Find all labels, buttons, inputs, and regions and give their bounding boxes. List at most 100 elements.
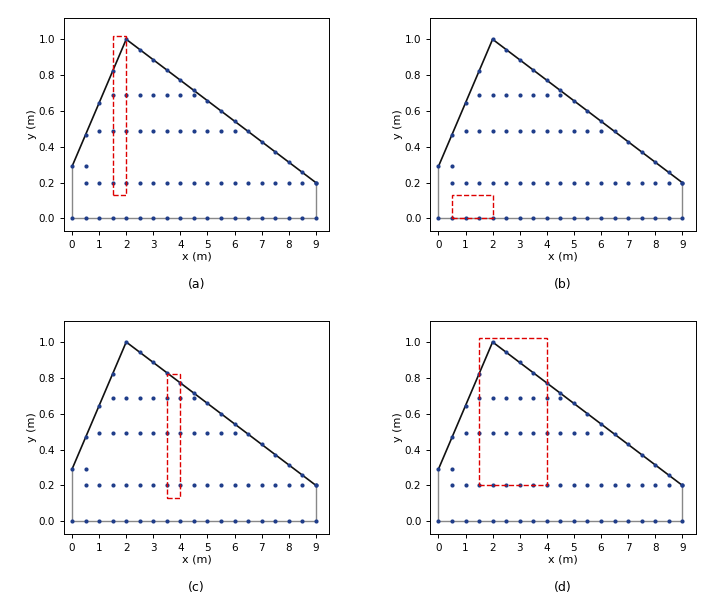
Point xyxy=(460,401,471,410)
Point xyxy=(283,178,295,187)
Point xyxy=(636,147,648,157)
Point xyxy=(202,178,213,187)
Point xyxy=(215,213,226,223)
Point xyxy=(595,213,606,223)
Point xyxy=(581,480,593,490)
Point xyxy=(148,126,159,135)
Point xyxy=(94,213,105,223)
Point xyxy=(256,178,268,187)
Point xyxy=(487,126,498,135)
Point xyxy=(229,126,240,135)
Point xyxy=(595,517,606,526)
Point xyxy=(188,429,200,438)
Point xyxy=(541,126,552,135)
Point xyxy=(256,439,268,449)
Point xyxy=(229,517,240,526)
Point xyxy=(460,517,471,526)
Point xyxy=(447,433,458,442)
Point xyxy=(242,480,253,490)
Point xyxy=(94,429,105,438)
Point xyxy=(474,480,485,490)
Point xyxy=(541,480,552,490)
Point xyxy=(134,480,146,490)
Point xyxy=(310,213,322,223)
Point xyxy=(636,213,648,223)
Point xyxy=(161,178,173,187)
Point xyxy=(188,86,200,95)
Bar xyxy=(167,374,180,498)
Point xyxy=(555,90,566,100)
Point xyxy=(663,480,674,490)
Point xyxy=(310,480,322,490)
Point xyxy=(175,517,186,526)
Point xyxy=(297,517,308,526)
Point xyxy=(650,213,661,223)
Point xyxy=(663,517,674,526)
Point xyxy=(80,480,92,490)
Point xyxy=(310,517,322,526)
Point xyxy=(134,347,146,357)
Point xyxy=(161,429,173,438)
Point xyxy=(460,178,471,187)
Bar xyxy=(113,36,126,195)
Point xyxy=(80,130,92,139)
Point xyxy=(283,460,295,470)
Point xyxy=(514,126,525,135)
Point xyxy=(663,178,674,187)
Point xyxy=(188,393,200,402)
Point xyxy=(175,75,186,85)
Point xyxy=(555,86,566,95)
Point xyxy=(677,517,688,526)
Point xyxy=(202,213,213,223)
Point xyxy=(80,464,92,474)
Point xyxy=(514,393,525,402)
Point xyxy=(528,90,539,100)
Point xyxy=(107,429,119,438)
Point xyxy=(609,127,621,136)
Point xyxy=(121,337,132,347)
Point xyxy=(623,213,634,223)
Point xyxy=(161,65,173,75)
Point xyxy=(94,480,105,490)
Point xyxy=(215,517,226,526)
Point xyxy=(636,517,648,526)
Point xyxy=(242,213,253,223)
X-axis label: x (m): x (m) xyxy=(548,251,578,262)
Point xyxy=(568,398,579,408)
Point xyxy=(636,178,648,187)
Point xyxy=(121,517,132,526)
Point xyxy=(148,393,159,402)
Point xyxy=(80,213,92,223)
Point xyxy=(94,178,105,187)
Point xyxy=(202,517,213,526)
Point xyxy=(175,178,186,187)
Point xyxy=(310,480,322,490)
Point xyxy=(487,517,498,526)
Text: (a): (a) xyxy=(188,278,205,291)
Point xyxy=(107,66,119,76)
Point xyxy=(677,480,688,490)
Point xyxy=(609,178,621,187)
Point xyxy=(528,429,539,438)
Point xyxy=(501,45,512,55)
Point xyxy=(161,480,173,490)
Point xyxy=(541,429,552,438)
Point xyxy=(514,480,525,490)
Point xyxy=(501,213,512,223)
Point xyxy=(256,517,268,526)
Point xyxy=(134,178,146,187)
Point xyxy=(501,429,512,438)
Point xyxy=(528,213,539,223)
Point xyxy=(297,470,308,480)
Point xyxy=(568,517,579,526)
Point xyxy=(121,126,132,135)
Point xyxy=(474,393,485,402)
Text: (d): (d) xyxy=(555,581,572,593)
Point xyxy=(541,178,552,187)
Point xyxy=(107,369,119,378)
Point xyxy=(568,126,579,135)
Point xyxy=(514,178,525,187)
Point xyxy=(242,429,253,439)
Point xyxy=(283,480,295,490)
Point xyxy=(161,213,173,223)
